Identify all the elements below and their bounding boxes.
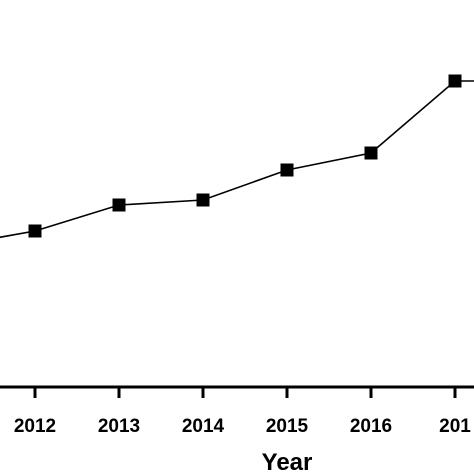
- data-point-marker: [364, 146, 378, 160]
- data-point-marker: [280, 163, 294, 177]
- x-axis-title: Year: [262, 449, 313, 474]
- series-marker-group: [28, 74, 462, 238]
- x-tick-label: 2015: [266, 416, 309, 437]
- series-line: [0, 80, 474, 239]
- data-point-marker: [112, 198, 126, 212]
- series-line-group: [0, 80, 474, 239]
- tick-label-group: 2012 2013 2014 2015 2016 201: [14, 416, 471, 437]
- data-point-marker: [28, 224, 42, 238]
- x-tick-label: 2014: [182, 416, 225, 437]
- data-point-marker: [448, 74, 462, 88]
- x-tick-label: 2016: [350, 416, 392, 437]
- x-tick-label: 2012: [14, 416, 56, 437]
- x-tick-label: 201: [439, 416, 471, 437]
- data-point-marker: [196, 193, 210, 207]
- x-tick-label: 2013: [98, 416, 140, 437]
- x-axis: [0, 385, 474, 398]
